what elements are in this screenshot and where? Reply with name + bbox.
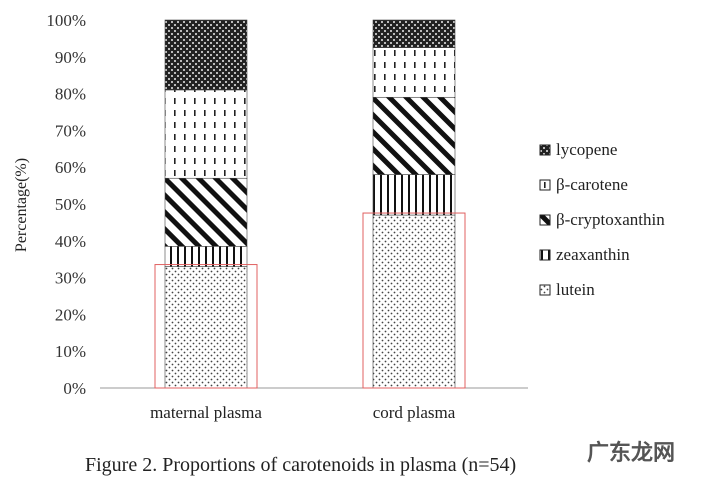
legend-label: lutein (556, 280, 595, 299)
legend-label: lycopene (556, 140, 617, 159)
legend-label: β-cryptoxanthin (556, 210, 665, 229)
bar-segment-lutein (164, 266, 248, 389)
y-tick-label: 40% (55, 232, 86, 251)
y-axis-label: Percentage(%) (13, 158, 30, 252)
legend-label: zeaxanthin (556, 245, 630, 264)
bar-segment-cryptoxanthin (372, 96, 456, 175)
y-tick-label: 80% (55, 85, 86, 104)
legend-swatch (539, 144, 551, 156)
bar-segment-lutein (372, 214, 456, 389)
bar-segment-lycopene (164, 19, 248, 91)
legend: lycopene β-carotene β-cryptoxanthin zeaxant… (539, 140, 665, 299)
bar-segment-lycopene (372, 19, 456, 48)
y-tick-label: 10% (55, 342, 86, 361)
legend-label: β-carotene (556, 175, 628, 194)
bar-segment-zeaxanthin (372, 174, 456, 216)
category-label: maternal plasma (150, 403, 262, 422)
legend-swatch (539, 179, 551, 191)
bar-segment-carotene (372, 47, 456, 98)
highlight-box (154, 264, 258, 389)
watermark: 广东龙网 (587, 440, 675, 466)
bar-segment-zeaxanthin (164, 246, 248, 267)
figure-caption: Figure 2. Proportions of carotenoids in … (85, 454, 516, 476)
highlight-box (362, 212, 466, 389)
category-labels: maternal plasma cord plasma (150, 403, 456, 422)
y-tick-label: 100% (46, 11, 86, 30)
bars (154, 19, 466, 389)
y-tick-label: 0% (63, 379, 86, 398)
bar-segment-cryptoxanthin (164, 177, 248, 247)
y-tick-label: 30% (55, 269, 86, 288)
y-tick-label: 60% (55, 158, 86, 177)
category-label: cord plasma (373, 403, 456, 422)
bar-segment-carotene (164, 89, 248, 179)
y-tick-label: 20% (55, 305, 86, 324)
y-tick-label: 70% (55, 121, 86, 140)
y-axis: 0% 10% 20% 30% 40% 50% 60% 70% 80% 90% 100% (46, 11, 86, 398)
legend-swatch (539, 284, 551, 296)
legend-swatch (539, 249, 551, 261)
y-tick-label: 50% (55, 195, 86, 214)
y-tick-label: 90% (55, 48, 86, 67)
legend-swatch (539, 214, 551, 226)
